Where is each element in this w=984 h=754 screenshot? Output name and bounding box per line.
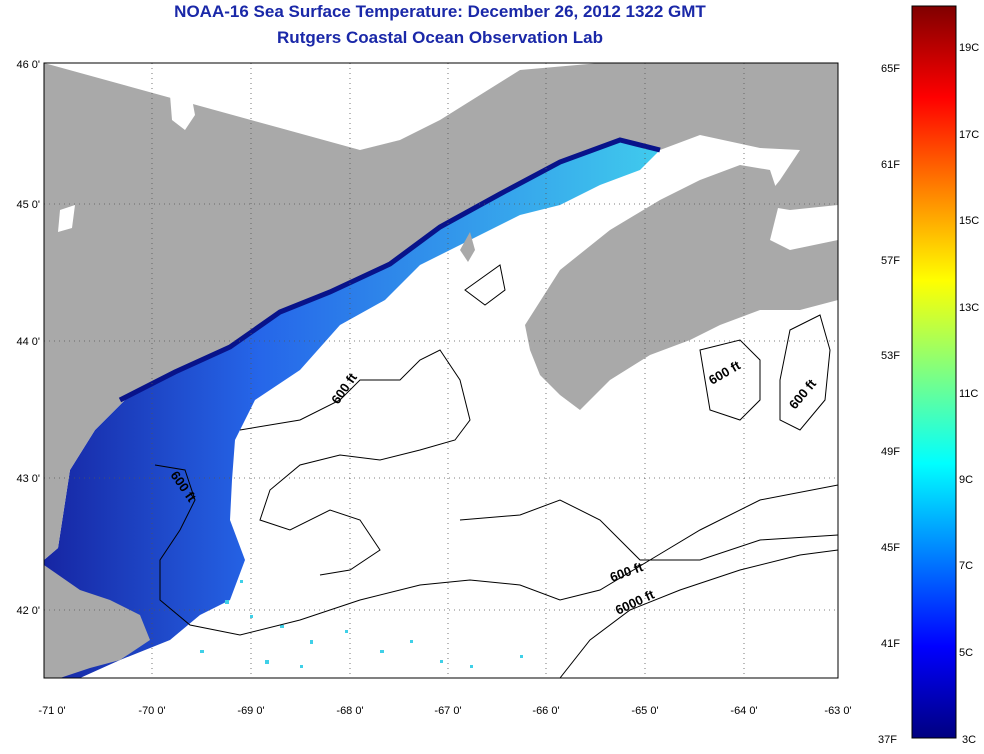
colorbar-f-label: 57F (881, 255, 900, 267)
land-white-patch (58, 88, 195, 232)
map-frame (43, 62, 839, 679)
lon-label: -68 0' (336, 705, 363, 717)
lon-label: -70 0' (138, 705, 165, 717)
lon-label: -67 0' (434, 705, 461, 717)
lon-label: -71 0' (38, 705, 65, 717)
contour-basin (464, 264, 506, 306)
colorbar-c-label: 3C (962, 734, 977, 746)
contour-600ft-scotian-1 (699, 339, 761, 421)
map-title: NOAA-16 Sea Surface Temperature: Decembe… (174, 2, 706, 21)
sst-speckles (200, 580, 523, 668)
lon-label: -66 0' (532, 705, 559, 717)
lon-label: -69 0' (237, 705, 264, 717)
lon-label: -64 0' (730, 705, 757, 717)
lat-label: 45 0' (16, 199, 40, 211)
colorbar-f-label: 49F (881, 446, 900, 458)
colorbar-f-label: 45F (881, 542, 900, 554)
contour-600ft-scotian-2 (779, 314, 831, 431)
lon-label: -65 0' (631, 705, 658, 717)
colorbar-f-label: 41F (881, 638, 900, 650)
bathymetry-contours (154, 264, 838, 678)
land-cape-cod (44, 565, 150, 678)
colorbar-f-label: 37F (878, 734, 897, 746)
contour-6000ft (559, 549, 838, 678)
colorbar-c-label: 17C (959, 129, 980, 141)
lat-label: 42 0' (16, 605, 40, 617)
colorbar-c-label: 13C (959, 302, 980, 314)
land-islands (460, 232, 475, 262)
lat-axis: 46 0' 45 0' 44 0' 43 0' 42 0' (16, 59, 40, 617)
map-subtitle: Rutgers Coastal Ocean Observation Lab (277, 28, 603, 47)
contour-600ft-browns (459, 499, 838, 561)
sst-coast-fringe (118, 137, 661, 403)
contour-600ft-inner (239, 349, 471, 576)
colorbar (911, 5, 957, 739)
colorbar-c-label: 7C (959, 560, 974, 572)
lon-axis: -71 0' -70 0' -69 0' -68 0' -67 0' -66 0… (38, 705, 851, 717)
colorbar-f-label: 65F (881, 63, 900, 75)
land-mainland (44, 63, 838, 560)
land-nova-scotia (525, 165, 838, 410)
colorbar-c-label: 15C (959, 215, 980, 227)
colorbar-c-label: 11C (959, 388, 979, 400)
lat-label: 43 0' (16, 473, 40, 485)
lat-label: 44 0' (16, 336, 40, 348)
colorbar-f-label: 53F (881, 350, 900, 362)
colorbar-c-label: 9C (959, 474, 974, 486)
sst-coastal-band (44, 138, 660, 678)
colorbar-c-label: 5C (959, 647, 974, 659)
lon-label: -63 0' (824, 705, 851, 717)
colorbar-f-label: 61F (881, 159, 900, 171)
lat-label: 46 0' (16, 59, 40, 71)
colorbar-c-label: 19C (959, 42, 980, 54)
